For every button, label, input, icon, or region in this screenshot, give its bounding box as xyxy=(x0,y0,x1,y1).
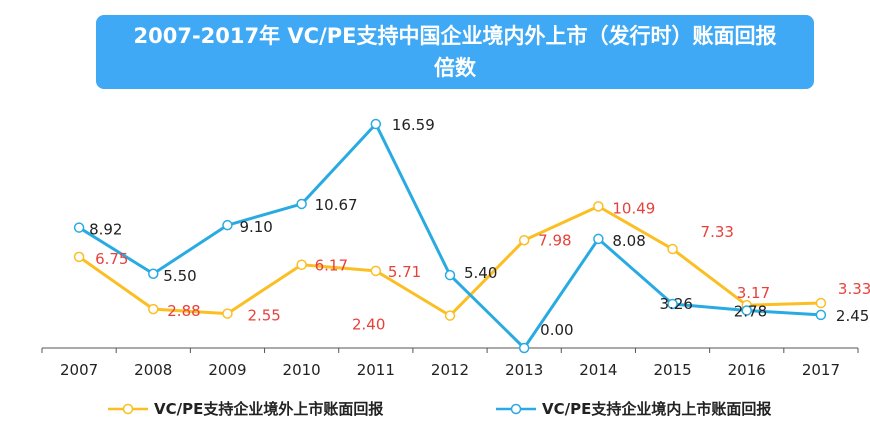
data-label-domestic: 9.10 xyxy=(239,218,272,236)
x-tick-label: 2008 xyxy=(134,361,172,379)
data-point-overseas xyxy=(518,235,530,246)
x-tick-label: 2010 xyxy=(283,361,321,379)
chart-title: 2007-2017年 VC/PE支持中国企业境内外上市（发行时）账面回报倍数 xyxy=(96,15,814,89)
data-point-domestic xyxy=(296,198,307,210)
x-tick-label: 2016 xyxy=(728,361,766,379)
x-tick-label: 2017 xyxy=(802,361,840,379)
data-point-domestic xyxy=(222,219,233,231)
legend-label-domestic: VC/PE支持企业境内上市账面回报 xyxy=(542,400,772,418)
data-label-domestic: 5.50 xyxy=(163,267,196,285)
data-label-overseas: 7.98 xyxy=(538,231,571,249)
data-label-overseas: 5.71 xyxy=(388,263,421,281)
data-label-overseas: 7.33 xyxy=(701,223,734,241)
legend-swatch-domestic xyxy=(496,403,536,414)
data-point-domestic xyxy=(667,298,678,310)
data-label-domestic: 8.92 xyxy=(89,221,122,239)
data-point-overseas xyxy=(815,297,827,309)
data-point-domestic xyxy=(148,268,159,279)
legend-swatch-overseas xyxy=(108,403,148,414)
legend-item-domestic: VC/PE支持企业境内上市账面回报 xyxy=(496,398,771,419)
data-point-overseas xyxy=(667,243,678,255)
data-label-domestic: 8.08 xyxy=(612,232,645,250)
x-tick-label: 2012 xyxy=(431,361,469,379)
x-tick-label: 2015 xyxy=(653,361,691,379)
x-tick-label: 2014 xyxy=(579,361,617,379)
data-point-overseas xyxy=(222,308,233,319)
data-label-domestic: 3.26 xyxy=(660,295,693,313)
legend-label-overseas: VC/PE支持企业境外上市账面回报 xyxy=(154,400,384,418)
x-tick-label: 2009 xyxy=(208,361,246,379)
data-point-overseas xyxy=(370,265,382,277)
data-point-domestic xyxy=(370,118,382,130)
data-point-overseas xyxy=(444,310,456,321)
data-label-overseas: 6.75 xyxy=(95,250,128,268)
data-label-domestic: 2.45 xyxy=(836,307,869,325)
data-point-domestic xyxy=(518,342,530,354)
data-label-overseas: 2.88 xyxy=(167,302,200,320)
data-point-overseas xyxy=(73,251,85,263)
data-label-domestic: 2.78 xyxy=(734,302,767,320)
x-tick-label: 2011 xyxy=(357,361,395,379)
data-label-domestic: 10.67 xyxy=(315,196,358,214)
data-point-domestic xyxy=(444,269,456,281)
data-point-domestic xyxy=(593,233,604,245)
data-label-overseas: 10.49 xyxy=(612,199,655,217)
data-label-domestic: 5.40 xyxy=(464,264,497,282)
data-label-overseas: 3.33 xyxy=(838,280,870,298)
legend: VC/PE支持企业境外上市账面回报 VC/PE支持企业境内上市账面回报 xyxy=(0,398,870,426)
data-point-domestic xyxy=(815,309,827,321)
data-point-overseas xyxy=(593,201,604,212)
data-point-domestic xyxy=(73,222,85,233)
data-label-overseas: 2.55 xyxy=(247,307,280,325)
data-point-overseas xyxy=(296,259,307,270)
x-tick-label: 2013 xyxy=(505,361,543,379)
data-label-domestic: 16.59 xyxy=(392,116,435,134)
x-tick-label: 2007 xyxy=(60,361,98,379)
data-label-overseas: 3.17 xyxy=(737,284,770,302)
legend-item-overseas: VC/PE支持企业境外上市账面回报 xyxy=(108,398,383,419)
data-label-overseas: 2.40 xyxy=(352,316,385,334)
data-point-domestic xyxy=(741,305,752,316)
data-label-domestic: 0.00 xyxy=(540,321,573,339)
data-point-overseas xyxy=(148,303,159,315)
data-label-overseas: 6.17 xyxy=(315,257,348,275)
